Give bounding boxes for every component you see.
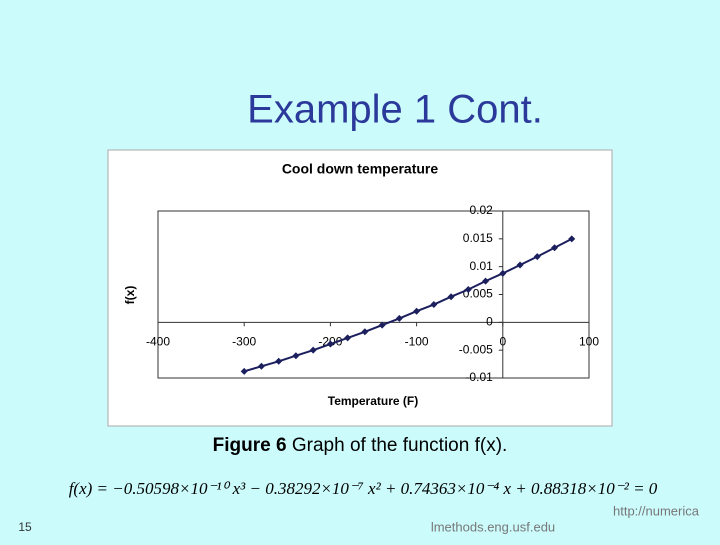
data-point	[464, 285, 472, 293]
caption-text: Graph of the function f(x).	[292, 435, 507, 456]
y-axis-label: f(x)	[123, 286, 137, 305]
footer-site: lmethods.eng.usf.edu	[431, 519, 555, 534]
x-tick-label: -100	[405, 335, 429, 349]
figure-caption: Figure 6 Graph of the function f(x).	[213, 435, 508, 456]
plot-frame	[157, 210, 590, 379]
y-tick-label: 0	[486, 315, 493, 329]
chart-area	[107, 149, 613, 427]
data-point	[413, 307, 421, 315]
caption-label: Figure 6	[213, 435, 287, 456]
data-point	[326, 340, 334, 348]
x-tick-label: -300	[232, 335, 256, 349]
data-point	[447, 293, 455, 301]
y-tick-label: 0.015	[463, 231, 493, 245]
data-point	[516, 261, 524, 269]
x-tick-label: -400	[146, 335, 170, 349]
data-point	[292, 352, 300, 360]
data-point	[499, 269, 507, 277]
page-number: 15	[18, 520, 32, 534]
data-point	[344, 334, 352, 342]
data-point	[395, 314, 403, 322]
x-axis-label: Temperature (F)	[328, 394, 418, 408]
y-tick-label: -0.005	[459, 342, 493, 356]
data-point	[309, 346, 317, 354]
data-point	[361, 328, 369, 336]
y-tick-label: 0.01	[469, 259, 493, 273]
data-point	[482, 277, 490, 285]
data-point	[430, 301, 438, 309]
y-tick-label: 0.02	[469, 203, 493, 217]
y-tick-label: -0.01	[465, 370, 493, 384]
slide-title: Example 1 Cont.	[247, 88, 543, 132]
footer-url: http://numerica	[613, 503, 700, 518]
data-point	[240, 367, 248, 375]
data-point	[275, 357, 283, 365]
data-line	[243, 237, 573, 373]
equation: f(x) = −0.50598×10⁻¹⁰ x³ − 0.38292×10⁻⁷ …	[69, 479, 658, 498]
chart-title: Cool down temperature	[282, 161, 439, 177]
data-point	[568, 235, 576, 243]
x-tick-label: 100	[579, 335, 599, 349]
x-tick-label: 0	[499, 335, 506, 349]
data-point	[257, 362, 265, 370]
data-point	[533, 253, 541, 261]
data-point	[551, 244, 559, 252]
data-point	[378, 321, 386, 329]
